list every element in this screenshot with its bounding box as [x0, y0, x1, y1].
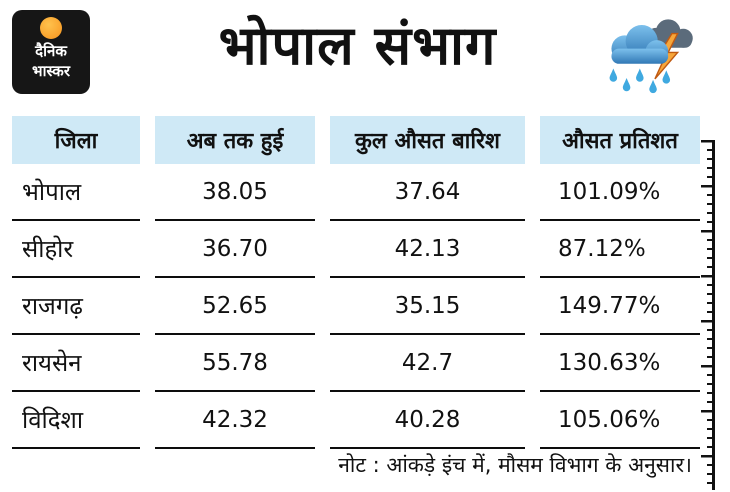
so-far-value: 55.78 — [155, 335, 315, 392]
logo-text-line1: दैनिक — [35, 42, 67, 60]
total-average-value: 37.64 — [330, 164, 525, 221]
ruler-line — [712, 140, 715, 490]
header-district: जिला — [12, 116, 140, 164]
header-average-percent: औसत प्रतिशत — [540, 116, 700, 164]
district-name: राजगढ़ — [12, 278, 140, 335]
district-name: भोपाल — [12, 164, 140, 221]
average-percent-value: 149.77% — [540, 278, 700, 335]
total-average-value: 40.28 — [330, 392, 525, 449]
header-so-far: अब तक हुई — [155, 116, 315, 164]
so-far-value: 42.32 — [155, 392, 315, 449]
ruler-scale — [701, 140, 715, 490]
header-total-average: कुल औसत बारिश — [330, 116, 525, 164]
ruler-short-ticks — [707, 140, 715, 490]
total-average-value: 35.15 — [330, 278, 525, 335]
district-name: सीहोर — [12, 221, 140, 278]
average-percent-value: 87.12% — [540, 221, 700, 278]
total-average-value: 42.7 — [330, 335, 525, 392]
average-percent-value: 130.63% — [540, 335, 700, 392]
logo-text-line2: भास्कर — [32, 61, 70, 80]
storm-cloud-rain-icon — [609, 19, 693, 94]
average-percent-value: 105.06% — [540, 392, 700, 449]
district-name: रायसेन — [12, 335, 140, 392]
sun-icon — [40, 17, 62, 39]
district-name: विदिशा — [12, 392, 140, 449]
raindrops — [609, 68, 671, 94]
dainik-bhaskar-logo: दैनिक भास्कर — [12, 10, 90, 94]
so-far-value: 52.65 — [155, 278, 315, 335]
rainfall-table: जिला अब तक हुई कुल औसत बारिश औसत प्रतिशत… — [12, 116, 700, 449]
so-far-value: 36.70 — [155, 221, 315, 278]
blue-cloud-shape — [611, 25, 669, 64]
page-title: भोपाल संभाग — [218, 14, 497, 77]
so-far-value: 38.05 — [155, 164, 315, 221]
footnote: नोट : आंकड़े इंच में, मौसम विभाग के अनुस… — [338, 453, 692, 477]
total-average-value: 42.13 — [330, 221, 525, 278]
average-percent-value: 101.09% — [540, 164, 700, 221]
